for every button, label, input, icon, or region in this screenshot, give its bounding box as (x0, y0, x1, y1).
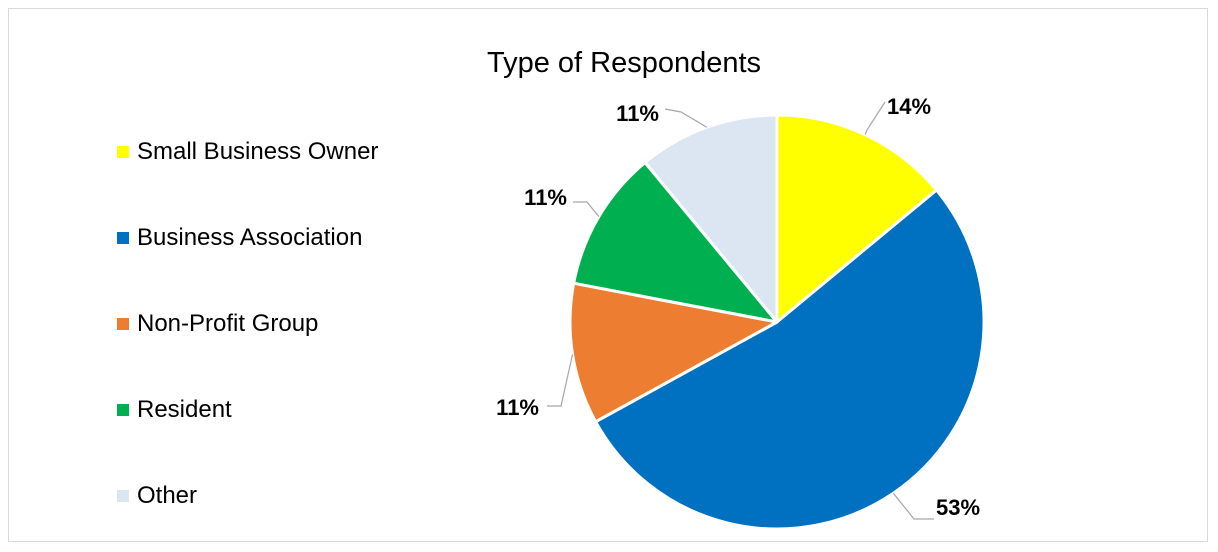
legend-label: Business Association (137, 224, 363, 251)
legend-label: Other (137, 482, 198, 509)
pie-chart: 14% 53% 11% 11% 11% (496, 94, 986, 531)
data-label-resident: 11% (524, 185, 567, 210)
chart-title: Type of Respondents (486, 47, 762, 79)
legend-item-non-profit-group: Non-Profit Group (117, 309, 318, 339)
leader-line (573, 201, 600, 218)
pie-slice-business-association (594, 188, 986, 531)
leader-line (664, 108, 708, 128)
legend-swatch (117, 318, 129, 330)
legend-label: Non-Profit Group (137, 310, 319, 337)
legend-item-other: Other (117, 481, 197, 511)
pie-slice-non-profit-group (568, 281, 779, 424)
data-label-other: 11% (616, 101, 659, 126)
leader-line (892, 492, 934, 520)
legend-item-business-association: Business Association (117, 223, 362, 253)
legend-swatch (117, 404, 129, 416)
data-label-non-profit-group: 11% (496, 395, 539, 420)
legend-item-resident: Resident (117, 395, 232, 425)
legend-swatch (117, 490, 129, 502)
leader-line (547, 354, 574, 407)
data-label-business-association: 53% (936, 495, 980, 520)
pie-slice-resident (572, 161, 779, 324)
legend-label: Resident (137, 396, 232, 423)
leader-line (864, 101, 886, 135)
legend-swatch (117, 146, 129, 158)
legend-label: Small Business Owner (137, 138, 379, 165)
chart-frame: Type of Respondents Small Business Owner… (8, 8, 1208, 542)
legend-swatch (117, 232, 129, 244)
legend-item-small-business-owner: Small Business Owner (117, 137, 378, 167)
data-label-small-business-owner: 14% (887, 94, 931, 119)
